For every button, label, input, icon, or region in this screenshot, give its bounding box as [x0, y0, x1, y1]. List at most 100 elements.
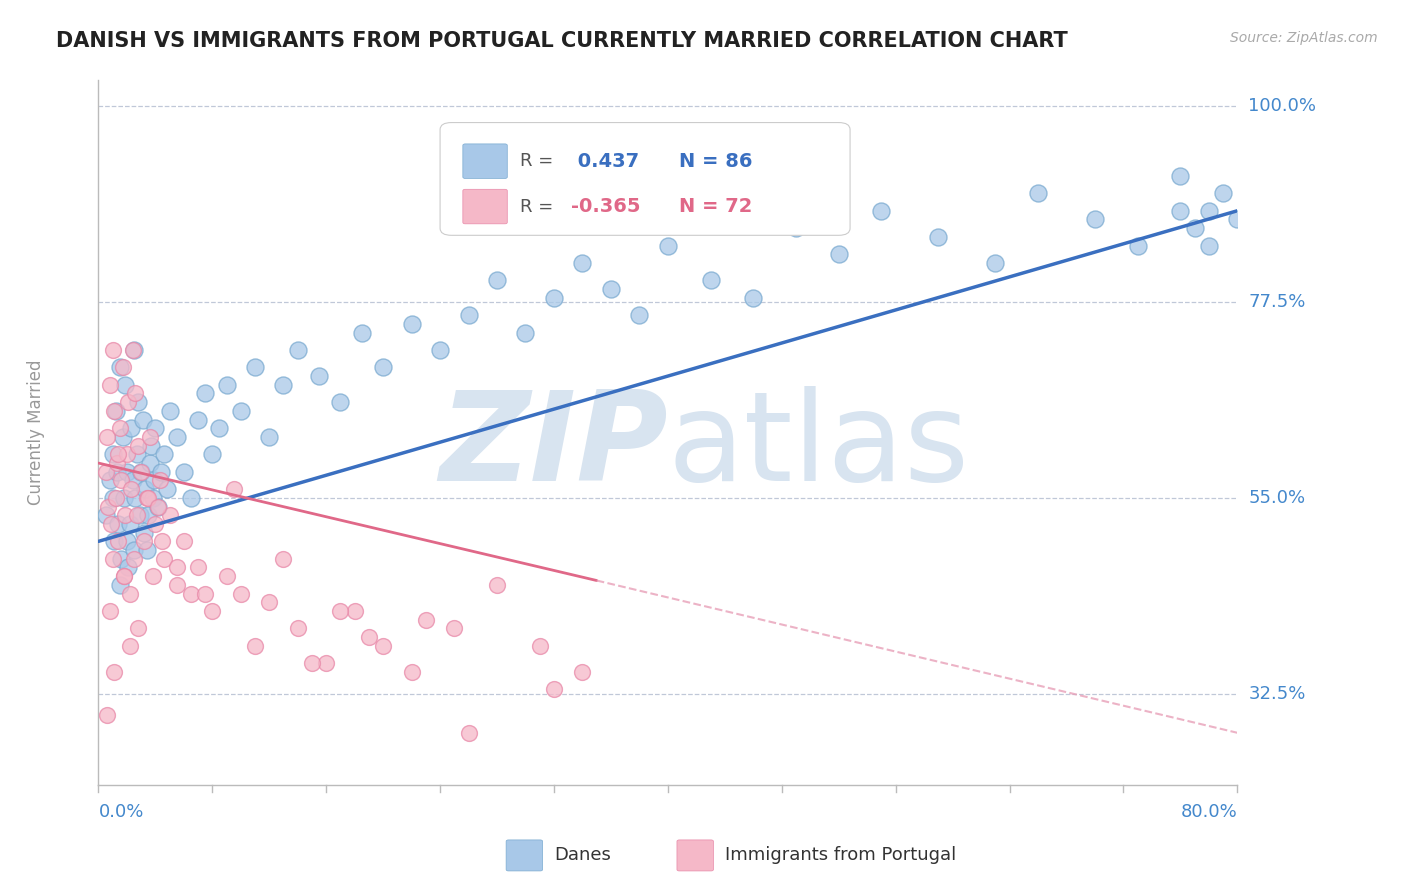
Point	[153, 447, 176, 461]
Point	[149, 474, 172, 488]
Point	[128, 508, 150, 523]
Point	[98, 377, 121, 392]
Point	[136, 508, 159, 523]
Point	[543, 291, 565, 305]
Point	[139, 439, 162, 453]
Point	[343, 604, 366, 618]
Point	[134, 482, 156, 496]
Point	[101, 551, 124, 566]
Point	[156, 482, 179, 496]
Point	[628, 308, 651, 322]
Point	[101, 447, 124, 461]
Point	[97, 500, 120, 514]
Point	[259, 430, 281, 444]
FancyBboxPatch shape	[506, 840, 543, 871]
Text: 80.0%: 80.0%	[1181, 803, 1237, 821]
Point	[112, 491, 135, 505]
Point	[159, 508, 181, 523]
Point	[150, 465, 173, 479]
Point	[415, 613, 437, 627]
Point	[94, 465, 117, 479]
Point	[180, 586, 202, 600]
Point	[124, 491, 146, 505]
Point	[107, 534, 129, 549]
Point	[94, 508, 117, 523]
Point	[112, 569, 135, 583]
Point	[187, 412, 209, 426]
Point	[1084, 212, 1107, 227]
Point	[301, 656, 323, 670]
Text: -0.365: -0.365	[571, 197, 641, 216]
Point	[401, 317, 423, 331]
Point	[115, 465, 138, 479]
Point	[132, 534, 155, 549]
Point	[104, 491, 127, 505]
Point	[1184, 221, 1206, 235]
Point	[515, 326, 537, 340]
Point	[138, 456, 160, 470]
Point	[129, 465, 152, 479]
Point	[984, 256, 1007, 270]
Point	[166, 578, 188, 592]
Point	[1126, 238, 1149, 252]
Point	[135, 491, 157, 505]
Text: R =: R =	[520, 153, 558, 170]
Point	[148, 500, 170, 514]
Point	[118, 516, 141, 531]
Text: Danes: Danes	[554, 847, 610, 864]
Point	[699, 273, 721, 287]
Point	[145, 421, 167, 435]
Text: DANISH VS IMMIGRANTS FROM PORTUGAL CURRENTLY MARRIED CORRELATION CHART: DANISH VS IMMIGRANTS FROM PORTUGAL CURRE…	[56, 31, 1069, 51]
Point	[98, 604, 121, 618]
Text: 32.5%: 32.5%	[1249, 685, 1306, 703]
Point	[103, 534, 125, 549]
Point	[96, 708, 118, 723]
Point	[136, 491, 159, 505]
Point	[1198, 203, 1220, 218]
Text: 55.0%: 55.0%	[1249, 489, 1306, 507]
Point	[350, 326, 373, 340]
Point	[173, 465, 195, 479]
Point	[201, 604, 224, 618]
Point	[122, 551, 145, 566]
Point	[287, 343, 309, 357]
Point	[215, 377, 238, 392]
Point	[243, 639, 266, 653]
Point	[142, 474, 165, 488]
Point	[273, 377, 295, 392]
Point	[98, 474, 121, 488]
Text: R =: R =	[520, 197, 558, 216]
Point	[259, 595, 281, 609]
Point	[166, 430, 188, 444]
Point	[101, 343, 124, 357]
Text: Immigrants from Portugal: Immigrants from Portugal	[725, 847, 956, 864]
Point	[287, 621, 309, 635]
FancyBboxPatch shape	[463, 144, 508, 178]
Point	[117, 395, 139, 409]
Point	[131, 412, 153, 426]
Point	[120, 482, 142, 496]
Point	[114, 377, 136, 392]
Point	[125, 508, 148, 523]
Point	[117, 560, 139, 574]
Point	[229, 586, 252, 600]
Point	[107, 447, 129, 461]
Point	[194, 586, 217, 600]
Text: N = 86: N = 86	[679, 152, 752, 170]
Point	[108, 578, 131, 592]
Point	[104, 404, 127, 418]
Point	[870, 203, 893, 218]
Point	[486, 273, 509, 287]
Point	[1198, 238, 1220, 252]
Point	[118, 639, 141, 653]
Text: 100.0%: 100.0%	[1249, 97, 1316, 115]
Point	[120, 421, 142, 435]
Point	[443, 621, 465, 635]
Point	[457, 725, 479, 739]
Point	[110, 474, 132, 488]
Text: Currently Married: Currently Married	[27, 359, 45, 506]
FancyBboxPatch shape	[676, 840, 713, 871]
Point	[401, 665, 423, 679]
Point	[135, 543, 157, 558]
Point	[571, 256, 593, 270]
